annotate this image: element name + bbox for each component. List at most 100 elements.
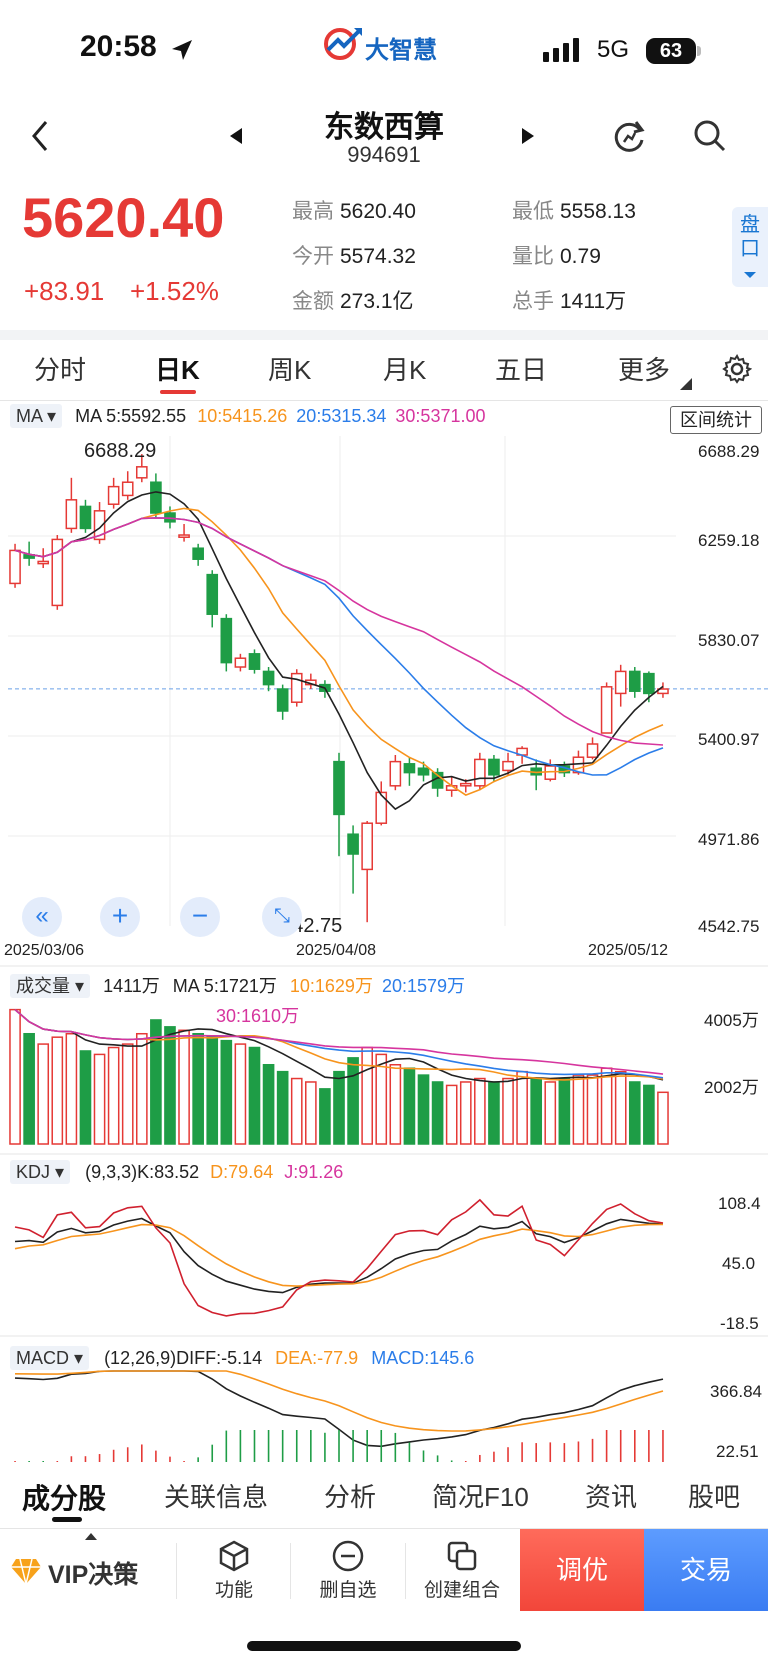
remove-watchlist-label: 删自选 [319, 1580, 377, 1601]
quote-amount: 金额 273.1亿 [292, 285, 414, 315]
tab-f10[interactable]: 简况F10 [432, 1482, 529, 1512]
volume-bar [276, 1070, 289, 1145]
kline-chart[interactable] [0, 436, 768, 1476]
more-corner-icon [680, 378, 692, 390]
toolbar-divider [290, 1543, 291, 1599]
fullscreen-button[interactable]: ⤡ [262, 897, 302, 937]
gear-icon[interactable] [722, 354, 752, 384]
vip-label: VIP决策 [48, 1561, 139, 1589]
candle-body [586, 743, 599, 758]
volume-current: 1411万 [103, 976, 160, 996]
quote-low-label: 最低 [512, 200, 554, 223]
double-chevron-left-icon: « [35, 902, 49, 929]
minus-icon: − [191, 900, 209, 931]
quote-open-label: 今开 [292, 245, 334, 268]
volume-bar [375, 1053, 388, 1145]
tab-news[interactable]: 资讯 [585, 1482, 638, 1512]
macd-selector[interactable]: MACD ▾ [10, 1346, 90, 1370]
candle-body [107, 485, 120, 505]
tab-daily-k[interactable]: 日K [155, 355, 200, 385]
price-change: +83.91 [24, 276, 105, 306]
quote-amount-label: 金额 [292, 290, 334, 313]
volume-indicator-row: 成交量 ▾ 1411万 MA 5:1721万 10:1629万 20:1579万 [10, 972, 465, 998]
volume-bar [220, 1039, 233, 1145]
candle-body [276, 688, 289, 712]
create-portfolio-button[interactable]: 创建组合 [406, 1529, 518, 1611]
volume-bar [150, 1019, 162, 1145]
kdj-selector[interactable]: KDJ ▾ [10, 1160, 71, 1184]
function-label: 功能 [214, 1580, 253, 1601]
optimize-button[interactable]: 调优 [520, 1529, 644, 1611]
volume-bar [248, 1046, 261, 1145]
scroll-left-button[interactable]: « [22, 897, 62, 937]
remove-watchlist-button[interactable]: 删自选 [292, 1529, 404, 1611]
volume-bar [459, 1081, 472, 1145]
volume-bar [628, 1081, 641, 1145]
toolbar-divider [405, 1543, 406, 1599]
axis-label: 2002万 [704, 1078, 759, 1097]
vip-decision-button[interactable]: VIP决策 [0, 1529, 176, 1611]
ma20-value: 20:5315.34 [296, 406, 387, 426]
candle-body [192, 547, 204, 560]
volume-bar [107, 1046, 120, 1145]
volume-bar [93, 1053, 106, 1145]
zoom-out-button[interactable]: − [180, 897, 220, 937]
ma-selector[interactable]: MA ▾ [10, 404, 63, 428]
tab-forum[interactable]: 股吧 [688, 1482, 741, 1512]
candle-body [403, 763, 416, 774]
function-button[interactable]: 功能 [180, 1529, 288, 1611]
tab-analysis[interactable]: 分析 [324, 1482, 377, 1512]
volume-bar [333, 1070, 345, 1145]
tab-monthly-k[interactable]: 月K [383, 355, 427, 385]
axis-label: 22.51 [716, 1442, 759, 1461]
volume-bar [516, 1070, 528, 1145]
kdj-j-line [14, 1198, 664, 1317]
candle-body [628, 670, 641, 692]
pankou-button[interactable]: 盘口 [732, 207, 768, 287]
tab-constituents[interactable]: 成分股 [22, 1483, 107, 1514]
refresh-icon[interactable] [610, 118, 648, 156]
tab-weekly-k[interactable]: 周K [268, 355, 312, 385]
range-stat-button[interactable]: 区间统计 [670, 406, 762, 434]
volume-ma30: 30:1610万 [216, 1006, 300, 1026]
volume-bar [488, 1081, 500, 1145]
tab-five-day[interactable]: 五日 [495, 355, 548, 385]
trade-button[interactable]: 交易 [644, 1529, 768, 1611]
next-stock-icon[interactable] [520, 126, 536, 146]
candle-body [51, 538, 64, 607]
volume-ma30-line [14, 1008, 664, 1075]
date-label: 2025/04/08 [296, 942, 377, 959]
tab-intraday[interactable]: 分时 [34, 355, 87, 385]
zoom-in-button[interactable]: + [100, 897, 140, 937]
volume-bar [262, 1063, 275, 1145]
max-price-marker: 6688.29 [84, 440, 157, 462]
candle-body [206, 573, 219, 615]
search-icon[interactable] [692, 118, 728, 154]
volume-bar [290, 1077, 303, 1145]
volume-bar [361, 1046, 373, 1145]
candle-body [79, 505, 92, 530]
candle-body [474, 758, 486, 787]
back-icon[interactable] [28, 118, 52, 154]
ma30-value: 30:5371.00 [395, 406, 486, 426]
volume-bar [474, 1077, 486, 1145]
volume-bar [403, 1067, 416, 1145]
chevron-up-icon [85, 1533, 97, 1540]
tab-related-info[interactable]: 关联信息 [164, 1482, 269, 1512]
axis-label: 5400.97 [698, 730, 760, 749]
volume-bar [206, 1036, 219, 1145]
expand-icon: ⤡ [274, 905, 290, 927]
candle-body [248, 653, 261, 670]
network-type: 5G [597, 36, 630, 63]
candle-body [135, 466, 148, 479]
volume-selector-label: 成交量 [16, 976, 70, 996]
prev-stock-icon[interactable] [228, 126, 244, 146]
candle-body [459, 782, 472, 787]
volume-selector[interactable]: 成交量 ▾ [10, 974, 91, 998]
quote-open-value: 5574.32 [340, 245, 416, 268]
candle-body [643, 672, 655, 695]
tab-more[interactable]: 更多 [618, 355, 671, 385]
volume-bar [121, 1043, 134, 1145]
candle-body [220, 617, 233, 664]
volume-bar [37, 1043, 50, 1145]
